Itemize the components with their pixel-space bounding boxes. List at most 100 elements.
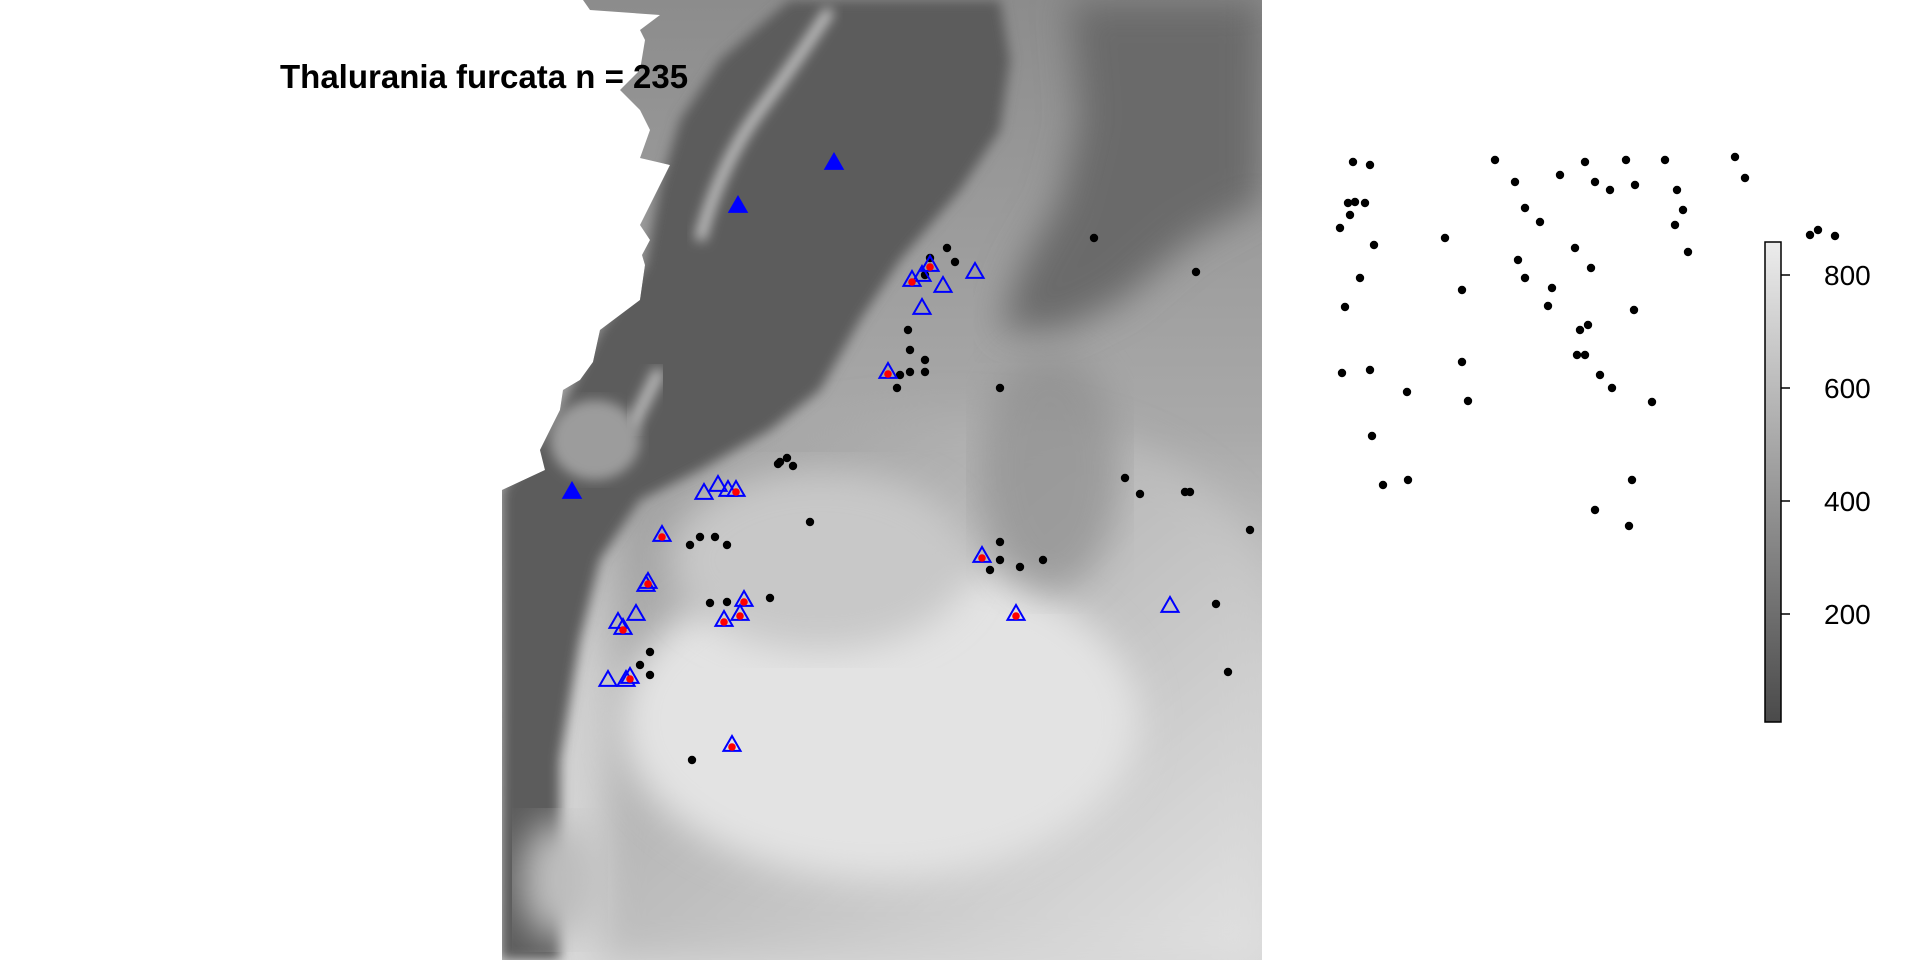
occurrence-point (1211, 599, 1221, 609)
occurrence-point (1678, 205, 1688, 215)
open-triangle-marker (932, 274, 954, 293)
occurrence-point (1730, 152, 1740, 162)
occurrence-point (995, 555, 1005, 565)
legend-tick-label: 400 (1824, 486, 1871, 517)
occurrence-point (685, 540, 695, 550)
red-dot-marker (658, 533, 666, 541)
occurrence-point (1520, 273, 1530, 283)
occurrence-point (1457, 357, 1467, 367)
legend-ramp (1764, 241, 1790, 723)
elevation-raster (502, 0, 1262, 960)
occurrence-point (645, 670, 655, 680)
occurrence-point (645, 647, 655, 657)
occurrence-point (1337, 368, 1347, 378)
occurrence-point (1672, 185, 1682, 195)
occurrence-point (1621, 155, 1631, 165)
occurrence-point (1630, 180, 1640, 190)
open-triangle-marker (911, 296, 933, 315)
occurrence-point (1605, 185, 1615, 195)
occurrence-point (1335, 223, 1345, 233)
legend-tick-label: 600 (1824, 373, 1871, 404)
occurrence-point (1627, 475, 1637, 485)
occurrence-point (950, 257, 960, 267)
occurrence-point (765, 593, 775, 603)
occurrence-point (1555, 170, 1565, 180)
occurrence-point (1369, 240, 1379, 250)
occurrence-point (705, 598, 715, 608)
occurrence-markers (561, 151, 1840, 765)
red-dot-marker (978, 554, 986, 562)
open-triangle-marker (707, 473, 729, 492)
occurrence-point (773, 459, 783, 469)
open-triangle-marker (725, 478, 747, 497)
red-dot-marker (732, 488, 740, 496)
map-title: Thalurania furcata n = 235 (280, 58, 689, 95)
open-triangle-marker (713, 608, 735, 627)
red-dot-marker (619, 626, 627, 634)
occurrence-point (1403, 475, 1413, 485)
occurrence-point (1457, 285, 1467, 295)
occurrence-point (1463, 396, 1473, 406)
occurrence-point (1367, 431, 1377, 441)
open-triangle-marker (1005, 602, 1027, 621)
occurrence-point (722, 540, 732, 550)
occurrence-point (1120, 473, 1130, 483)
occurrence-point (1360, 198, 1370, 208)
occurrence-point (1543, 301, 1553, 311)
open-triangle-marker (607, 610, 629, 629)
occurrence-point (1583, 320, 1593, 330)
occurrence-point (1624, 521, 1634, 531)
red-dot-marker (626, 675, 634, 683)
occurrence-point (1038, 555, 1048, 565)
legend-tick-label: 800 (1824, 260, 1871, 291)
occurrence-point (905, 367, 915, 377)
occurrence-point (995, 537, 1005, 547)
occurrence-point (942, 243, 952, 253)
occurrence-point (1490, 155, 1500, 165)
occurrence-point (1570, 243, 1580, 253)
open-triangle-marker (733, 588, 755, 607)
occurrence-point (1572, 350, 1582, 360)
occurrence-point (1575, 325, 1585, 335)
legend-colorbar (1764, 241, 1782, 723)
occurrence-point (1440, 233, 1450, 243)
occurrence-point (1402, 387, 1412, 397)
occurrence-point (805, 517, 815, 527)
occurrence-point (1813, 225, 1823, 235)
occurrence-point (1345, 210, 1355, 220)
occurrence-point (985, 565, 995, 575)
occurrence-point (1365, 160, 1375, 170)
filled-triangle-marker (823, 151, 845, 170)
occurrence-point (1580, 350, 1590, 360)
occurrence-point (1595, 370, 1605, 380)
occurrence-point (892, 383, 902, 393)
open-triangle-marker (619, 665, 641, 684)
occurrence-point (1607, 383, 1617, 393)
occurrence-point (1378, 480, 1388, 490)
red-dot-marker (736, 612, 744, 620)
open-triangle-marker (964, 260, 986, 279)
occurrence-point (1245, 525, 1255, 535)
filled-triangle-marker (561, 480, 583, 499)
occurrence-point (1191, 267, 1201, 277)
red-dot-marker (740, 598, 748, 606)
open-triangle-marker (919, 253, 941, 272)
open-triangle-marker (1159, 594, 1181, 613)
occurrence-point (1185, 487, 1195, 497)
occurrence-point (710, 532, 720, 542)
legend-tick-label: 200 (1824, 599, 1871, 630)
open-triangle-marker (597, 668, 619, 687)
occurrence-point (920, 355, 930, 365)
red-dot-marker (908, 278, 916, 286)
occurrence-point (1590, 505, 1600, 515)
occurrence-point (920, 367, 930, 377)
occurrence-point (1340, 302, 1350, 312)
open-triangle-marker (901, 268, 923, 287)
occurrence-point (1580, 157, 1590, 167)
occurrence-point (695, 532, 705, 542)
red-dot-marker (1012, 612, 1020, 620)
occurrence-point (1089, 233, 1099, 243)
red-dot-marker (644, 580, 652, 588)
occurrence-point (1135, 489, 1145, 499)
